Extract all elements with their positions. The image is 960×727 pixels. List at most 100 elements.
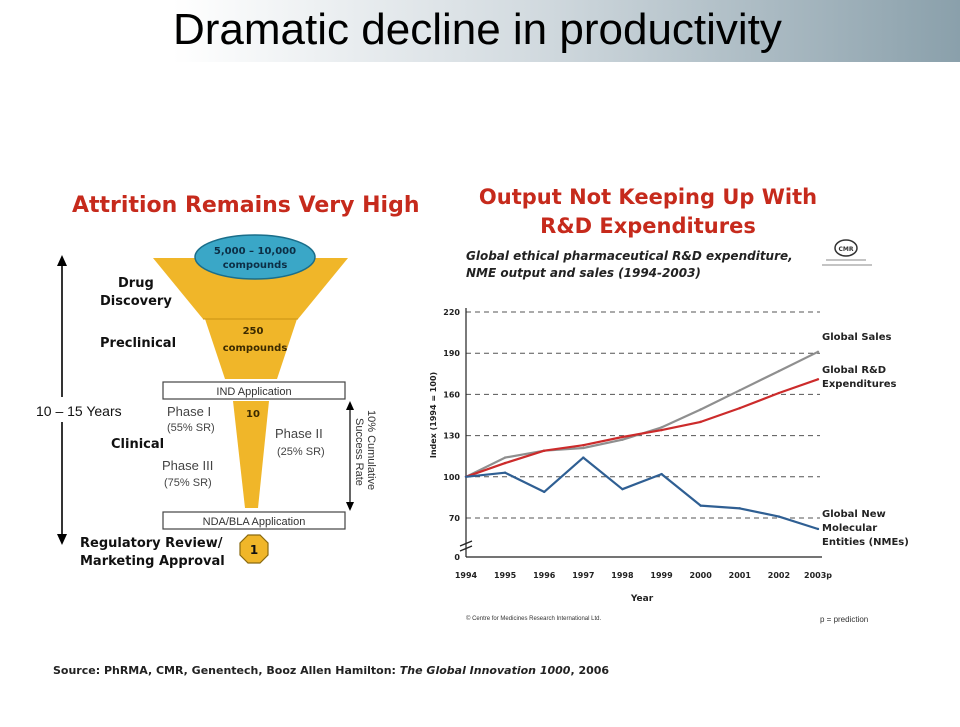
data-point [621,487,624,491]
data-point [503,471,507,474]
compounds-badge [194,234,316,280]
legend-label-line: Molecular [822,523,877,534]
badge-line2: compounds [223,260,288,271]
source-title: The Global Innovation 1000 [400,664,571,677]
x-tick-label: 1994 [455,571,478,580]
series-line-global-nme [465,456,819,531]
cumulative-line1: 10% Cumulative [365,410,377,490]
axis-break-mark [459,540,473,547]
data-point [816,527,820,531]
stage-drug-discovery: Drug [118,276,154,291]
stage-regulatory: Regulatory Review/ [80,536,223,551]
x-tick-label: 1999 [650,571,673,580]
x-axis-label: Year [630,594,654,604]
x-tick-label: 1995 [494,571,517,580]
data-point [582,444,585,447]
stage-clinical: Clinical [111,437,164,452]
cmr-logo-text: CMR [839,246,854,253]
cumulative-bracket [346,401,354,511]
data-point [582,456,585,459]
data-point [503,456,507,459]
legend-label-line: Global Sales [822,332,891,343]
source-prefix: Source: PhRMA, CMR, Genentech, Booz Alle… [53,664,400,677]
phase1-sr: (55% SR) [167,422,215,434]
phase1: Phase I [167,404,211,419]
y-tick-label: 160 [443,390,460,399]
y-tick-label: 130 [443,432,460,441]
phase2-sr: (25% SR) [277,446,325,458]
cumulative-line2: Success Rate [353,418,365,486]
source-footer: Source: PhRMA, CMR, Genentech, Booz Alle… [53,664,609,677]
data-point [660,472,663,476]
data-point [777,515,781,518]
title-bar [0,0,960,62]
nda-application-box [162,511,346,530]
y-tick-label: 100 [443,473,460,482]
data-point [816,350,820,354]
line-chart: 0 70 100 130 160 190 220 1994 1995 1996 1997 1998 19… [429,308,909,604]
copyright: © Centre for Medicines Research Internat… [466,615,601,622]
ind-application-box [162,381,346,400]
data-point [699,504,702,507]
ind-application: IND Application [216,386,291,398]
funnel-bottom [233,401,269,508]
y-tick-label: 190 [443,349,460,358]
data-point [777,391,781,395]
x-tick-label: 2003p [804,571,832,580]
data-point [464,475,468,478]
data-point [738,389,741,392]
cmr-logo: CMR [822,239,872,266]
x-tick-label: 1998 [611,571,634,580]
data-point [777,369,781,373]
y-tick-label: 220 [443,308,460,317]
years-label: 10 – 15 Years [36,403,122,419]
data-point [621,435,624,439]
chart-heading-1: Output Not Keeping Up With [479,185,817,209]
phase3: Phase III [162,458,213,473]
legend-label-line: Global R&D [822,365,886,376]
timeline-arrow [57,255,67,545]
phase2: Phase II [275,426,323,441]
legend-label-line: Entities (NMEs) [822,537,909,548]
data-point [699,420,702,424]
data-point [699,408,702,411]
page-title: Dramatic decline in productivity [173,5,782,54]
legend-label: Global New Molecular Entities (NMEs) [822,509,909,548]
mid-count-unit: compounds [223,343,288,354]
funnel-middle [205,319,297,379]
legend-label-line: Expenditures [822,379,897,390]
y-axis-label: Index (1994 = 100) [429,372,438,458]
phase3-sr: (75% SR) [164,477,212,489]
nda-application: NDA/BLA Application [203,516,306,528]
prediction-note: p = prediction [820,615,868,624]
chart-heading-2: R&D Expenditures [540,214,756,238]
source-suffix: , 2006 [570,664,609,677]
legend-label: Global R&D Expenditures [822,365,897,390]
data-point [738,406,741,410]
x-tick-label: 2000 [690,571,713,580]
stage-preclinical: Preclinical [100,336,176,351]
legend-label: Global Sales [822,332,891,343]
badge-line1: 5,000 – 10,000 [214,246,296,257]
stage-regulatory-2: Marketing Approval [80,554,225,569]
x-tick-label: 2002 [768,571,790,580]
data-point [503,461,507,465]
y-tick-label: 70 [449,514,461,523]
funnel-heading: Attrition Remains Very High [72,193,420,218]
axis-break-mark [459,545,473,552]
funnel-top [153,258,348,319]
y-tick-label: 0 [454,553,460,562]
stage-drug-discovery-2: Discovery [100,294,172,309]
data-point [660,428,663,432]
mid-count: 250 [243,326,264,337]
final-count: 1 [250,543,258,557]
data-point [738,507,741,510]
legend-label-line: Global New [822,509,886,520]
data-point [660,426,663,429]
approval-badge [239,534,269,564]
x-tick-label: 1996 [533,571,556,580]
data-point [543,490,546,494]
phase-count: 10 [246,409,260,420]
chart-subtitle-2: NME output and sales (1994-2003) [466,266,701,280]
x-tick-label: 2001 [729,571,752,580]
